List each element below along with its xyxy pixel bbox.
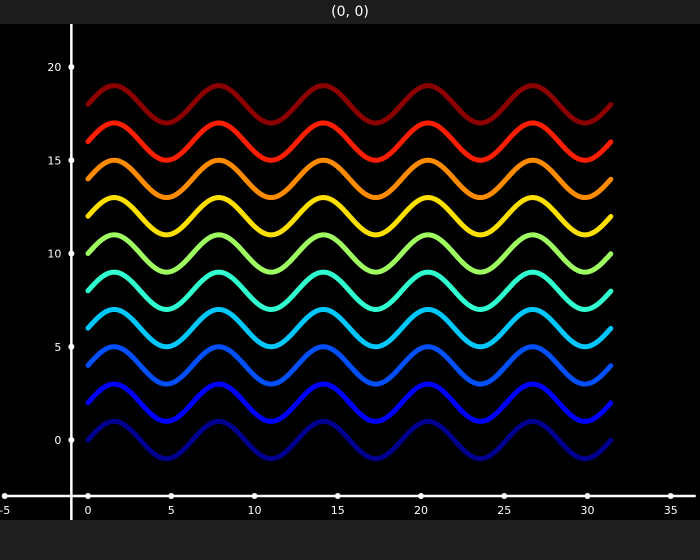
series-line-3 [85, 306, 614, 350]
plot-area[interactable]: -5 0 5 10 15 20 25 30 35 0 5 10 15 20 [0, 24, 700, 520]
series-line-5 [85, 232, 614, 275]
x-tick-label-15: 15 [331, 504, 345, 517]
x-tick-label-30: 30 [581, 504, 595, 517]
x-tick-15 [334, 492, 341, 499]
x-tick-0 [85, 492, 91, 499]
x-tick-label-20: 20 [414, 504, 428, 517]
x-tick-5 [168, 492, 175, 499]
y-tick-5 [68, 343, 75, 350]
y-tick-20 [68, 64, 75, 70]
y-tick-15 [68, 157, 75, 164]
x-tick-10 [251, 492, 258, 499]
y-tick-label-5: 5 [54, 341, 61, 354]
series-line-7 [85, 157, 614, 201]
bottom-strip [0, 520, 700, 560]
series-line-6 [85, 195, 614, 238]
y-tick-label-15: 15 [47, 154, 61, 167]
series-line-0 [85, 418, 614, 462]
x-tick-20 [418, 492, 424, 499]
series-line-8 [85, 120, 614, 163]
x-tick-25 [501, 492, 508, 499]
y-tick-label-20: 20 [47, 61, 61, 74]
x-tick-label-0: 0 [85, 504, 92, 517]
series-line-1 [85, 381, 614, 424]
y-tick-label-10: 10 [47, 248, 61, 261]
x-tick--5 [1, 492, 8, 499]
y-tick-label-0: 0 [54, 434, 61, 447]
x-tick-label-25: 25 [497, 504, 511, 517]
x-tick-label-10: 10 [248, 504, 262, 517]
series-line-9 [85, 83, 614, 126]
window-title: (0, 0) [0, 0, 700, 24]
y-tick-0 [68, 437, 75, 443]
series-line-2 [85, 344, 614, 387]
series-line-4 [85, 269, 614, 312]
x-tick-label-35: 35 [664, 504, 678, 517]
x-tick-30 [584, 492, 591, 499]
x-tick-label-5: 5 [168, 504, 175, 517]
x-tick-35 [667, 492, 674, 499]
x-tick-label--5: -5 [0, 504, 10, 517]
y-tick-10 [68, 250, 75, 257]
chart-svg: -5 0 5 10 15 20 25 30 35 0 5 10 15 20 [0, 24, 696, 520]
